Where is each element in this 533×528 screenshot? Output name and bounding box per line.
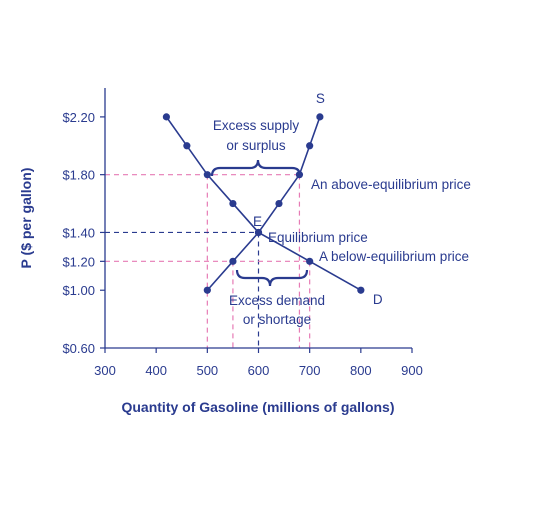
y-tick-label: $1.40	[62, 225, 95, 240]
excess-supply-label: Excess supply	[213, 118, 300, 133]
shortage-brace	[235, 269, 309, 287]
shortage-label: or shortage	[243, 312, 311, 327]
y-tick-label: $1.80	[62, 168, 95, 183]
point-s	[229, 257, 237, 265]
point-d	[229, 199, 237, 208]
series-label-d: D	[373, 292, 383, 307]
equilibrium-price-label: Equilibrium price	[268, 230, 368, 245]
y-ticks: $0.60 $1.00 $1.20 $1.40 $1.80 $2.20	[62, 110, 105, 356]
equilibrium-point-label: E	[253, 214, 262, 229]
y-tick-label: $2.20	[62, 110, 95, 125]
y-tick-label: $1.00	[62, 283, 95, 298]
x-tick-label: 500	[196, 363, 218, 378]
surplus-brace	[210, 159, 302, 177]
x-tick-label: 800	[350, 363, 372, 378]
surplus-label: or surplus	[226, 138, 286, 153]
x-ticks: 300 400 500 600 700 800 900	[94, 348, 423, 378]
point-d	[357, 286, 365, 294]
x-tick-label: 400	[145, 363, 167, 378]
point-d	[203, 171, 211, 179]
reference-lines	[105, 174, 311, 348]
y-axis-title: P ($ per gallon)	[18, 168, 34, 269]
point-s	[316, 113, 324, 121]
excess-demand-label: Excess demand	[229, 293, 325, 308]
series: SD	[162, 91, 383, 307]
point-d	[306, 257, 314, 265]
point-s	[306, 142, 314, 150]
below-equilibrium-label: A below-equilibrium price	[319, 249, 469, 264]
x-tick-label: 600	[248, 363, 270, 378]
x-tick-label: 900	[401, 363, 423, 378]
point-d	[254, 228, 263, 237]
y-tick-label: $1.20	[62, 254, 95, 269]
y-tick-label: $0.60	[62, 341, 95, 356]
point-d	[183, 142, 191, 150]
point-s	[275, 199, 283, 208]
x-tick-label: 300	[94, 363, 116, 378]
point-d	[162, 113, 170, 121]
x-axis-title: Quantity of Gasoline (millions of gallon…	[121, 399, 394, 415]
series-label-s: S	[316, 91, 325, 106]
above-equilibrium-label: An above-equilibrium price	[311, 177, 471, 192]
x-tick-label: 700	[299, 363, 321, 378]
point-s	[203, 286, 211, 294]
